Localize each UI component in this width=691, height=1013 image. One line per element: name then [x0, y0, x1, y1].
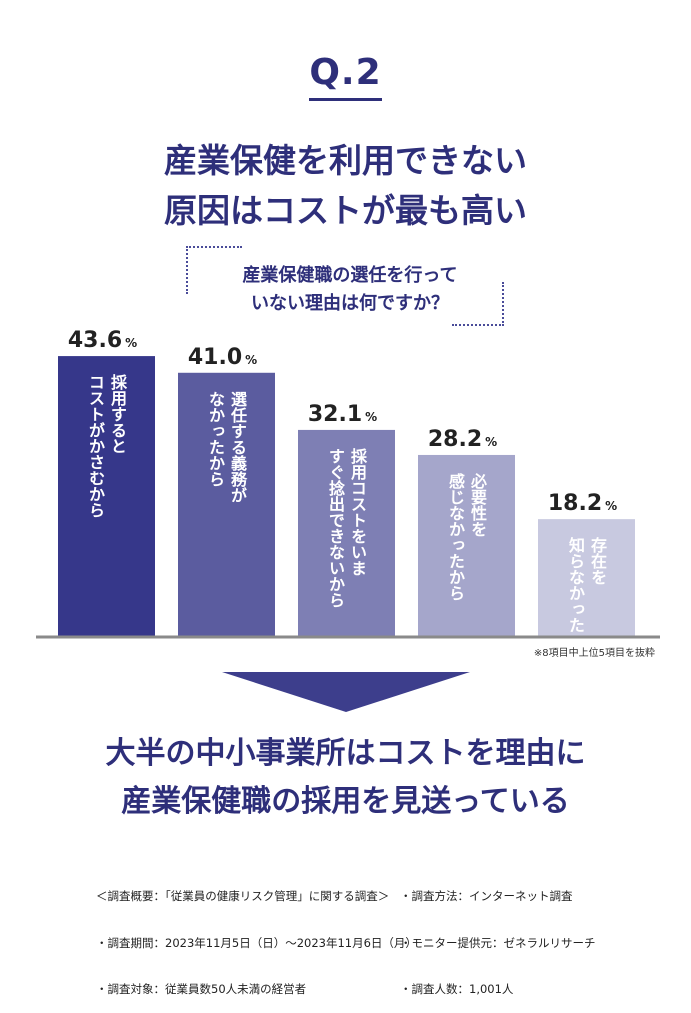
category-label-2-line-1: 選任する義務が	[228, 391, 248, 503]
bar-2	[178, 372, 275, 636]
survey-respondents: ・調査人数：1,001人	[400, 982, 514, 996]
category-label-5-line-2: 知らなかった	[566, 536, 585, 633]
survey-question-line-1: 産業保健職の選任を行って	[242, 265, 458, 286]
category-label-5-line-1: 存在を	[588, 536, 607, 585]
survey-monitor-provider: ・モニター提供元：ゼネラルリサーチ	[400, 935, 596, 950]
value-label-4: 28.2%	[428, 427, 497, 452]
chart-note: ※8項目中上位5項目を抜粋	[533, 648, 655, 659]
value-label-1: 43.6%	[68, 328, 137, 353]
category-label-4-line-1: 必要性を	[468, 472, 488, 537]
survey-summary-right: ・調査方法：インターネット調査 ・モニター提供元：ゼネラルリサーチ ・調査人数：…	[400, 858, 596, 1013]
bar-1	[58, 356, 155, 636]
category-label-3-line-1: 採用コストをいま	[348, 447, 367, 576]
survey-question: 産業保健職の選任を行って いない理由は何ですか？	[200, 262, 500, 318]
dotted-bracket-bottom-right-vertical	[502, 282, 504, 326]
category-label-1-line-1: 採用すると	[108, 373, 127, 454]
conclusion-line-1: 大半の中小事業所はコストを理由に	[105, 736, 586, 771]
category-label-1-line-2: コストがかさむから	[86, 374, 105, 518]
bar-3	[298, 429, 395, 636]
survey-period: ・調査期間：2023年11月5日（日）～2023年11月6日（月）	[96, 935, 417, 950]
conclusion-line-2: 産業保健職の採用を見送っている	[121, 784, 570, 819]
survey-summary-left: ＜調査概要：「従業員の健康リスク管理」に関する調査＞ ・調査期間：2023年11…	[96, 858, 417, 1013]
bar-4	[418, 454, 515, 636]
dotted-bracket-top-left	[186, 246, 242, 248]
dotted-bracket-top-left-vertical	[186, 246, 188, 294]
survey-method: ・調査方法：インターネット調査	[400, 889, 573, 903]
conclusion: 大半の中小事業所はコストを理由に 産業保健職の採用を見送っている	[0, 730, 691, 826]
category-label-3-line-2: すぐ捻出できないから	[326, 448, 345, 608]
dotted-bracket-bottom-right	[452, 324, 504, 326]
headline-line-1: 産業保健を利用できない	[164, 141, 527, 180]
headline: 産業保健を利用できない 原因はコストが最も高い	[0, 136, 691, 236]
category-label-4-line-2: 感じなかったから	[446, 472, 465, 601]
survey-target: ・調査対象：従業員数50人未満の経営者	[96, 982, 307, 996]
survey-question-line-2: いない理由は何ですか？	[251, 293, 449, 314]
down-arrow-icon	[222, 672, 470, 712]
bar-5	[538, 519, 635, 636]
question-number: Q.2	[309, 52, 382, 93]
question-number-underline	[309, 98, 382, 101]
value-label-2: 41.0%	[188, 345, 257, 370]
survey-overview-title: ＜調査概要：「従業員の健康リスク管理」に関する調査＞	[96, 889, 390, 903]
category-label-2-line-2: なかったから	[206, 391, 225, 487]
value-label-5: 18.2%	[548, 491, 617, 516]
headline-line-2: 原因はコストが最も高い	[164, 191, 527, 230]
value-label-3: 32.1%	[308, 402, 377, 427]
